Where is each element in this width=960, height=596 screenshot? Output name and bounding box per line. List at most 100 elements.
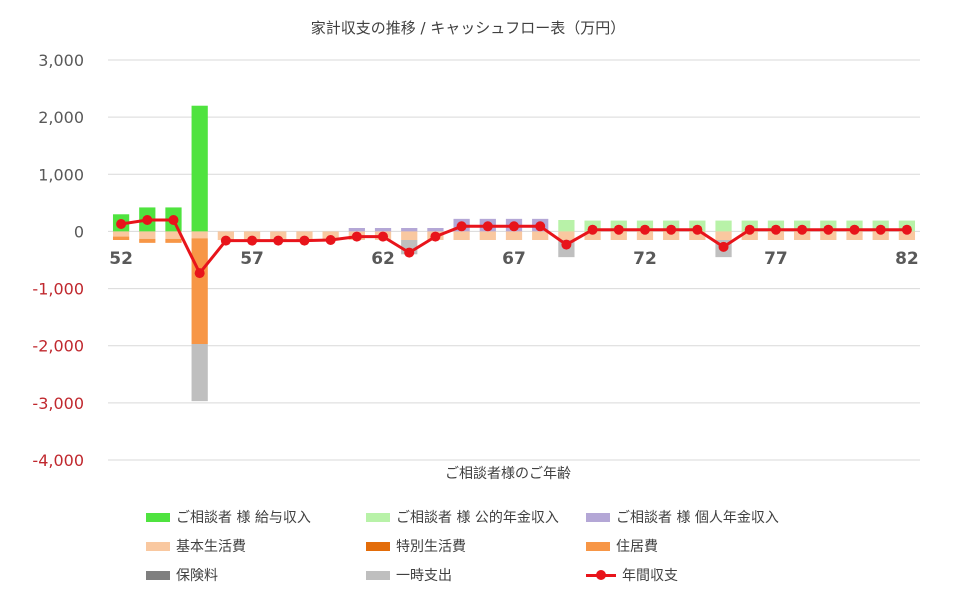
line-point <box>561 239 572 250</box>
line-point <box>482 221 493 232</box>
legend-swatch <box>146 512 170 522</box>
chart-title: 家計収支の推移 / キャッシュフロー表（万円） <box>311 19 626 37</box>
legend-label: 年間収支 <box>622 568 678 584</box>
x-tick-label: 77 <box>764 249 788 269</box>
bar <box>139 231 156 239</box>
bar <box>872 231 889 240</box>
bar <box>689 231 706 240</box>
line-point <box>247 235 258 246</box>
bar <box>112 236 130 240</box>
y-tick-label: -3,000 <box>32 394 84 413</box>
bar <box>453 231 470 240</box>
line-point <box>220 235 231 246</box>
y-tick-label: 3,000 <box>38 51 84 70</box>
bar <box>794 231 811 240</box>
line-point <box>718 241 729 252</box>
bar <box>846 231 863 240</box>
line-point <box>666 224 677 235</box>
line-point <box>404 247 415 258</box>
bar <box>558 220 575 232</box>
line-point <box>378 231 389 242</box>
legend-label: 一時支出 <box>396 568 452 584</box>
bar <box>348 228 365 232</box>
bar <box>741 231 758 240</box>
legend-item: 特別生活費 <box>366 536 466 556</box>
legend-label: ご相談者 様 給与収入 <box>176 510 311 526</box>
legend-label: 基本生活費 <box>176 539 246 555</box>
bar <box>479 231 496 240</box>
legend-swatch <box>366 512 390 522</box>
legend-label: 特別生活費 <box>396 539 466 555</box>
bar <box>610 231 627 240</box>
legend-swatch <box>366 570 390 580</box>
legend-item: ご相談者 様 公的年金収入 <box>366 507 559 527</box>
bar <box>427 228 444 232</box>
line-point <box>116 219 127 229</box>
bar <box>374 228 392 232</box>
line-point <box>325 235 336 245</box>
x-tick-label: 62 <box>371 249 395 269</box>
bar <box>165 231 182 239</box>
bar <box>191 105 208 232</box>
y-tick-label: -1,000 <box>32 280 84 299</box>
x-tick-label: 57 <box>240 249 264 269</box>
x-tick-label: 52 <box>109 249 133 269</box>
line-point <box>770 224 781 235</box>
legend-swatch <box>586 541 610 551</box>
bar <box>820 231 837 240</box>
bar <box>532 231 549 240</box>
bar <box>715 220 732 232</box>
y-tick-label: 0 <box>74 222 84 241</box>
line-point <box>142 215 153 225</box>
legend-swatch <box>146 541 170 551</box>
net-balance-line <box>116 215 912 279</box>
bar <box>165 238 182 243</box>
bar <box>401 228 418 232</box>
line-point <box>823 224 834 235</box>
x-tick-label: 82 <box>895 249 919 269</box>
line-point <box>849 224 860 235</box>
bar <box>584 231 601 240</box>
x-axis-label: ご相談者様のご年齢 <box>445 466 571 482</box>
line-point <box>744 224 755 235</box>
line-point <box>456 221 467 232</box>
bar <box>112 231 130 237</box>
legend-item: 保険料 <box>146 565 218 585</box>
bar <box>191 238 208 344</box>
bar <box>505 231 523 240</box>
line-point <box>535 221 546 232</box>
line-point <box>351 231 362 242</box>
bar <box>636 231 654 240</box>
bar <box>715 231 732 240</box>
bar <box>191 231 208 239</box>
legend-swatch <box>586 512 610 522</box>
legend-label: ご相談者 様 公的年金収入 <box>396 510 559 526</box>
legend-swatch <box>146 570 170 580</box>
y-axis-ticks: 3,000 2,000 1,000 0 -1,000 -2,000 -3,000 -4,000 <box>32 51 84 470</box>
legend-item: ご相談者 様 個人年金収入 <box>586 507 779 527</box>
line-point <box>639 224 650 235</box>
line-point <box>797 224 808 235</box>
y-tick-label: -2,000 <box>32 337 84 356</box>
legend-swatch <box>586 570 616 580</box>
line-point <box>875 224 886 235</box>
line-point <box>430 231 441 242</box>
line-point <box>587 224 598 235</box>
line-point <box>692 224 703 235</box>
bar <box>139 238 156 243</box>
bar <box>767 231 785 240</box>
x-tick-label: 72 <box>633 249 657 269</box>
legend-label: 住居費 <box>616 539 658 555</box>
y-tick-label: -4,000 <box>32 451 84 470</box>
x-tick-label: 67 <box>502 249 526 269</box>
line-point <box>168 215 179 225</box>
legend-swatch <box>366 541 390 551</box>
legend-item: 住居費 <box>586 536 658 556</box>
line-point <box>299 235 310 246</box>
bar <box>401 231 418 240</box>
legend-item: ご相談者 様 給与収入 <box>146 507 311 527</box>
legend-label: ご相談者 様 個人年金収入 <box>616 510 779 526</box>
y-tick-label: 1,000 <box>38 165 84 184</box>
line-point <box>509 221 519 232</box>
